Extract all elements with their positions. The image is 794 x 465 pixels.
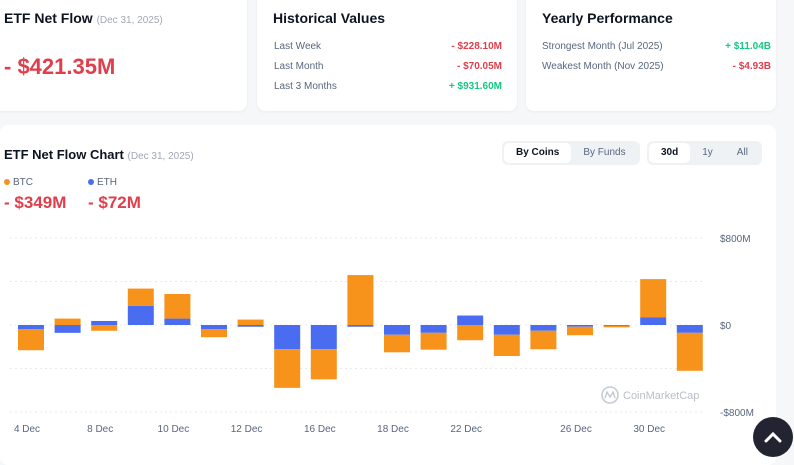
bar-eth-15-dec[interactable]: [274, 325, 301, 350]
x-tick-label: 26 Dec: [560, 424, 592, 435]
x-tick-label: 4 Dec: [14, 424, 40, 435]
y-tick-label: -$800M: [720, 408, 754, 419]
view-toggle: By Coins By Funds: [502, 141, 640, 165]
chart-title: ETF Net Flow Chart (Dec 31, 2025): [4, 147, 194, 162]
bar-eth-31-dec[interactable]: [676, 325, 703, 333]
x-tick-label: 10 Dec: [158, 424, 190, 435]
bar-btc-23-dec[interactable]: [493, 334, 520, 356]
yearly-performance-card: Yearly Performance Strongest Month (Jul …: [526, 0, 776, 111]
historical-row: Last 3 Months + $931.60M: [274, 81, 502, 92]
chevron-up-icon: [764, 431, 782, 443]
yearly-title: Yearly Performance: [542, 10, 673, 26]
x-tick-label: 16 Dec: [304, 424, 336, 435]
historical-row: Last Month - $70.05M: [274, 61, 502, 72]
bar-btc-24-dec[interactable]: [530, 330, 557, 350]
eth-value: - $72M: [88, 193, 141, 212]
bar-btc-26-dec[interactable]: [567, 326, 593, 336]
net-flow-card: ETF Net Flow (Dec 31, 2025) - $421.35M: [0, 0, 247, 111]
bar-btc-29-dec[interactable]: [603, 325, 630, 328]
row-value: - $228.10M: [451, 41, 502, 52]
bar-eth-9-dec[interactable]: [127, 305, 154, 325]
btc-value: - $349M: [4, 193, 67, 212]
row-label: Last 3 Months: [274, 81, 337, 92]
yearly-row: Weakest Month (Nov 2025) - $4.93B: [542, 61, 771, 72]
bar-btc-11-dec[interactable]: [201, 329, 227, 338]
x-tick-label: 30 Dec: [633, 424, 665, 435]
bar-eth-24-dec[interactable]: [530, 325, 557, 331]
bar-eth-18-dec[interactable]: [384, 325, 410, 335]
legend-btc[interactable]: BTC: [4, 177, 33, 188]
watermark-text: CoinMarketCap: [623, 390, 699, 402]
bar-eth-11-dec[interactable]: [201, 325, 227, 330]
yearly-row: Strongest Month (Jul 2025) + $11.04B: [542, 41, 771, 52]
range-1y-tab[interactable]: 1y: [702, 147, 713, 158]
bar-eth-29-dec[interactable]: [603, 325, 630, 326]
net-flow-date: (Dec 31, 2025): [96, 15, 163, 26]
bar-btc-4-dec[interactable]: [18, 329, 44, 351]
bar-eth-16-dec[interactable]: [310, 325, 337, 350]
x-tick-label: 12 Dec: [231, 424, 263, 435]
historical-title: Historical Values: [273, 10, 386, 26]
row-value: - $4.93B: [732, 61, 771, 72]
bar-eth-22-dec[interactable]: [457, 315, 484, 325]
historical-row: Last Week - $228.10M: [274, 41, 502, 52]
bar-btc-31-dec[interactable]: [676, 332, 703, 371]
bar-btc-16-dec[interactable]: [310, 349, 337, 380]
bar-eth-4-dec[interactable]: [18, 325, 44, 330]
x-tick-label: 22 Dec: [450, 424, 482, 435]
net-flow-value: - $421.35M: [4, 54, 116, 79]
net-flow-title: ETF Net Flow (Dec 31, 2025): [4, 10, 163, 26]
bar-btc-8-dec[interactable]: [91, 325, 118, 331]
bar-eth-23-dec[interactable]: [493, 325, 520, 335]
historical-values-card: Historical Values Last Week - $228.10M Las…: [257, 0, 517, 111]
bar-eth-30-dec[interactable]: [640, 317, 667, 325]
legend-eth[interactable]: ETH: [88, 177, 117, 188]
row-value: + $931.60M: [448, 81, 502, 92]
bar-eth-26-dec[interactable]: [567, 325, 593, 327]
range-30d-tab[interactable]: 30d: [649, 143, 691, 163]
eth-dot-icon: [88, 179, 94, 185]
row-label: Weakest Month (Nov 2025): [542, 61, 664, 72]
scroll-to-top-button[interactable]: [753, 417, 793, 457]
range-all-tab[interactable]: All: [736, 147, 748, 158]
bar-btc-17-dec[interactable]: [347, 275, 374, 325]
bar-eth-19-dec[interactable]: [420, 325, 447, 333]
bar-eth-17-dec[interactable]: [347, 325, 374, 327]
bar-eth-10-dec[interactable]: [164, 318, 191, 325]
row-value: - $70.05M: [456, 61, 502, 72]
row-label: Strongest Month (Jul 2025): [542, 41, 663, 52]
bar-eth-8-dec[interactable]: [91, 320, 118, 325]
range-toggle: 30d 1y All: [647, 141, 762, 165]
x-tick-label: 8 Dec: [87, 424, 113, 435]
y-tick-label: $800M: [720, 234, 751, 245]
btc-dot-icon: [4, 179, 10, 185]
by-coins-tab[interactable]: By Coins: [504, 143, 572, 163]
y-tick-label: $0: [720, 321, 732, 332]
by-funds-tab[interactable]: By Funds: [583, 147, 626, 158]
bar-btc-9-dec[interactable]: [127, 288, 154, 306]
row-label: Last Month: [274, 61, 324, 72]
bar-btc-10-dec[interactable]: [164, 294, 191, 319]
coinmarketcap-logo-icon: [601, 386, 619, 404]
x-tick-label: 18 Dec: [377, 424, 409, 435]
coinmarketcap-watermark: CoinMarketCap: [601, 386, 699, 404]
bar-eth-5-dec[interactable]: [54, 325, 81, 333]
bar-btc-18-dec[interactable]: [384, 334, 410, 353]
bar-eth-12-dec[interactable]: [237, 325, 264, 327]
bar-btc-15-dec[interactable]: [274, 349, 301, 388]
row-label: Last Week: [274, 41, 322, 52]
bar-btc-22-dec[interactable]: [457, 325, 484, 341]
bar-btc-5-dec[interactable]: [54, 318, 81, 325]
bar-btc-12-dec[interactable]: [237, 319, 264, 325]
bar-btc-19-dec[interactable]: [420, 332, 447, 350]
row-value: + $11.04B: [725, 41, 771, 52]
bar-btc-30-dec[interactable]: [640, 279, 667, 318]
